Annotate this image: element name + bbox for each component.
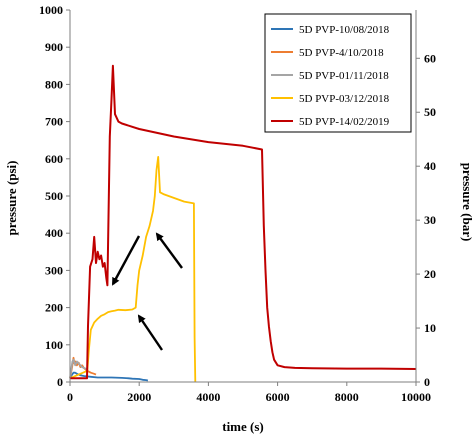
legend-label-4: 5D PVP-03/12/2018 [299, 93, 390, 105]
y-tick-label-right: 10 [424, 321, 436, 335]
legend-box [264, 13, 412, 133]
y-tick-label-right: 0 [424, 375, 430, 389]
legend-label-3: 5D PVP-01/11/2018 [299, 70, 389, 82]
y-tick-label-right: 40 [424, 159, 436, 173]
series-line-3 [69, 358, 88, 379]
legend-label-1: 5D PVP-10/08/2018 [299, 24, 390, 36]
y-tick-label-right: 60 [424, 51, 436, 65]
y-tick-label-left: 800 [45, 77, 63, 91]
y-tick-label-right: 20 [424, 267, 436, 281]
series-line-1 [69, 371, 149, 382]
legend-label-2: 5D PVP-4/10/2018 [299, 47, 384, 59]
legend: 5D PVP-10/08/2018 5D PVP-4/10/2018 5D PVP-… [264, 13, 412, 133]
y-tick-label-left: 200 [45, 301, 63, 315]
x-axis-title: time (s) [222, 419, 264, 434]
x-tick-label: 10000 [401, 390, 431, 404]
y-tick-label-left: 600 [45, 152, 63, 166]
legend-label-5: 5D PVP-14/02/2019 [299, 116, 390, 128]
y-tick-label-right: 30 [424, 213, 436, 227]
tick-labels: 0 2000 4000 6000 8000 10000010020030040050060… [39, 3, 436, 404]
series-line-5 [70, 64, 417, 380]
x-tick-label: 6000 [266, 390, 290, 404]
annotation-arrow-1 [111, 235, 141, 286]
y-tick-label-left: 100 [45, 338, 63, 352]
y-tick-label-left: 1000 [39, 3, 63, 17]
y-axis-title-left: pressure (psi) [4, 161, 19, 236]
y-tick-label-left: 400 [45, 226, 63, 240]
x-tick-label: 2000 [127, 390, 151, 404]
y-axis-title-right: pressure (bar) [460, 163, 474, 242]
y-tick-label-left: 700 [45, 115, 63, 129]
y-tick-label-left: 500 [45, 189, 63, 203]
y-tick-label-right: 50 [424, 105, 436, 119]
annotation-arrow-3 [137, 314, 163, 351]
x-tick-label: 0 [67, 390, 73, 404]
series-line-4 [69, 155, 197, 383]
y-tick-label-left: 300 [45, 263, 63, 277]
annotation-arrows [111, 232, 183, 351]
series-layer [69, 64, 417, 383]
annotation-arrow-2 [155, 232, 183, 269]
y-tick-label-left: 0 [57, 375, 63, 389]
x-tick-label: 4000 [196, 390, 220, 404]
x-tick-label: 8000 [335, 390, 359, 404]
y-tick-label-left: 900 [45, 40, 63, 54]
